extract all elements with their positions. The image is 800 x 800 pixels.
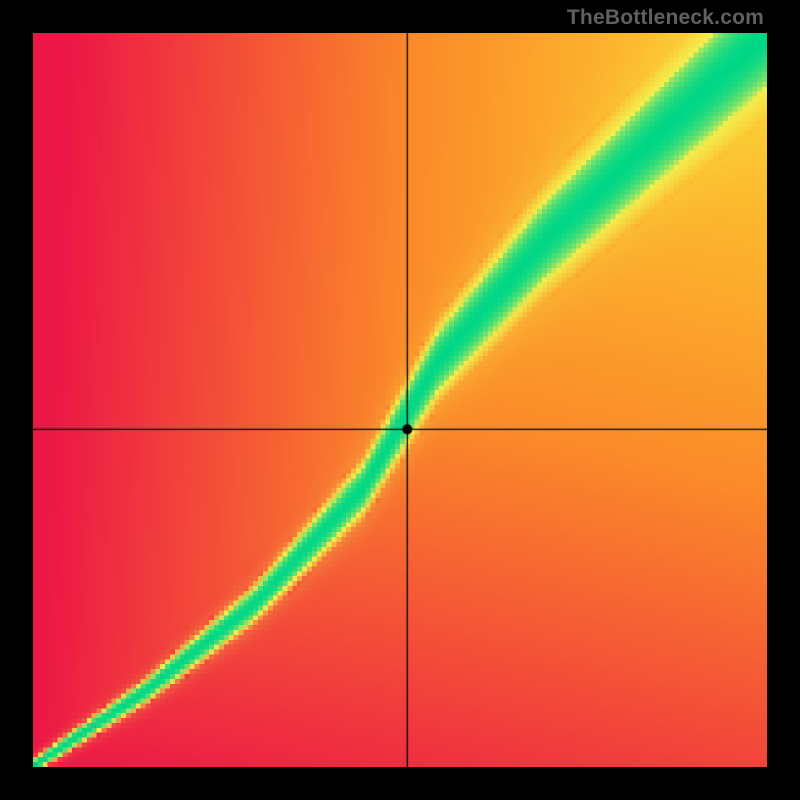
watermark-text: TheBottleneck.com (567, 6, 764, 30)
bottleneck-heatmap (33, 33, 767, 767)
chart-container: TheBottleneck.com (0, 0, 800, 800)
